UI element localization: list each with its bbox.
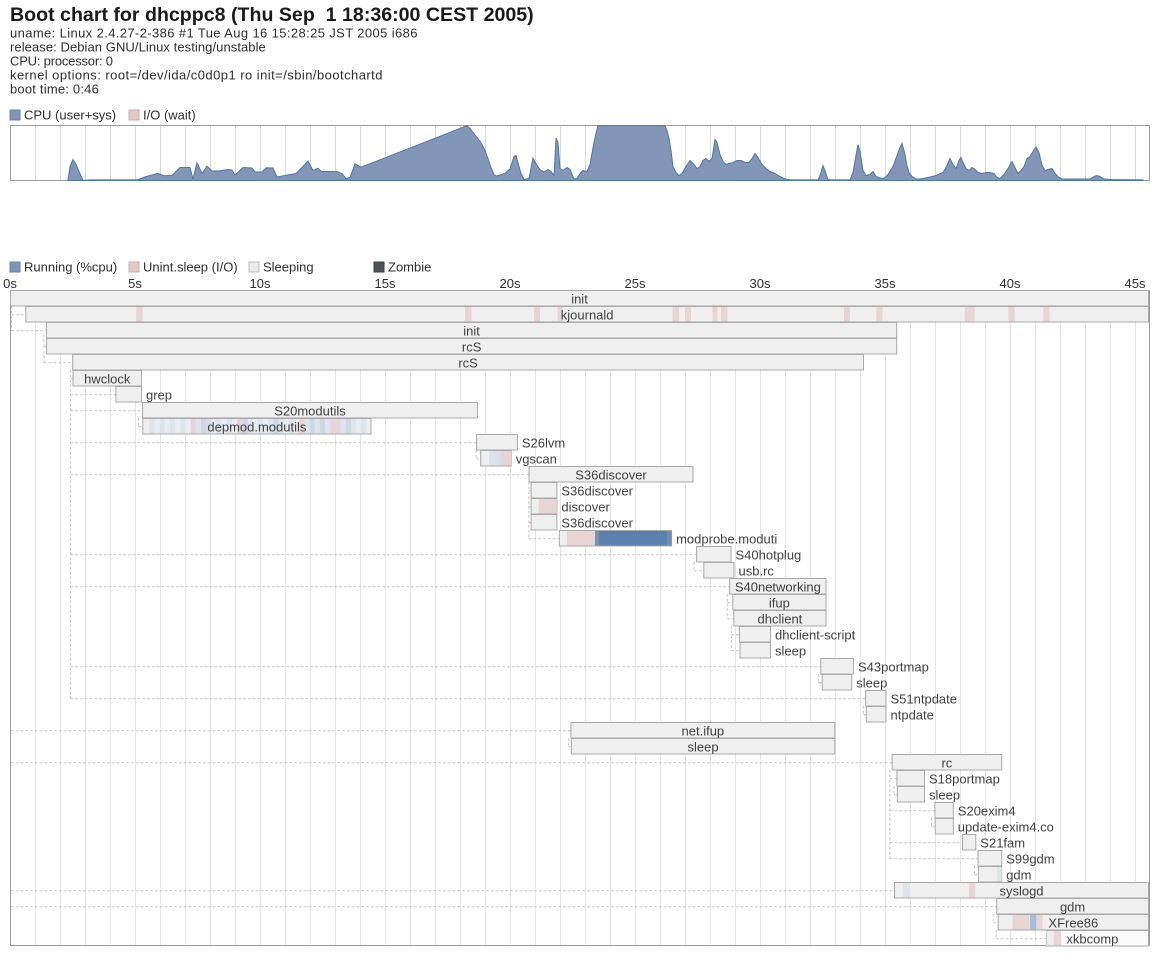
svg-text:30s: 30s	[750, 276, 771, 291]
svg-text:S36discover: S36discover	[561, 484, 633, 499]
svg-text:update-exim4.co: update-exim4.co	[958, 820, 1054, 835]
svg-text:boot time: 0:46: boot time: 0:46	[10, 82, 99, 97]
svg-text:S20modutils: S20modutils	[274, 404, 346, 419]
svg-text:gdm: gdm	[1060, 900, 1085, 915]
svg-text:S51ntpdate: S51ntpdate	[891, 692, 958, 707]
svg-text:syslogd: syslogd	[999, 884, 1043, 899]
svg-text:S40hotplug: S40hotplug	[736, 548, 802, 563]
svg-text:Running (%cpu): Running (%cpu)	[24, 260, 117, 275]
svg-text:modprobe.moduti: modprobe.moduti	[676, 532, 777, 547]
svg-text:25s: 25s	[625, 276, 646, 291]
svg-text:sleep: sleep	[775, 644, 806, 659]
svg-text:sleep: sleep	[688, 740, 719, 755]
svg-text:15s: 15s	[375, 276, 396, 291]
svg-text:rc: rc	[941, 756, 952, 771]
svg-text:depmod.modutils: depmod.modutils	[207, 420, 306, 435]
svg-text:35s: 35s	[875, 276, 896, 291]
svg-text:kernel options: root=/dev/ida/: kernel options: root=/dev/ida/c0d0p1 ro …	[10, 68, 383, 83]
svg-text:release: Debian GNU/Linux test: release: Debian GNU/Linux testing/unstab…	[10, 40, 266, 55]
svg-text:sleep: sleep	[929, 788, 960, 803]
svg-text:Zombie: Zombie	[388, 260, 431, 275]
svg-text:S99gdm: S99gdm	[1006, 852, 1054, 867]
svg-text:init: init	[571, 292, 588, 307]
svg-text:net.ifup: net.ifup	[682, 724, 725, 739]
svg-text:discover: discover	[561, 500, 610, 515]
svg-text:XFree86: XFree86	[1048, 916, 1098, 931]
svg-text:grep: grep	[146, 388, 172, 403]
svg-text:40s: 40s	[1000, 276, 1021, 291]
svg-text:CPU (user+sys): CPU (user+sys)	[24, 108, 116, 123]
svg-text:S21fam: S21fam	[980, 836, 1025, 851]
svg-text:CPU: processor: 0: CPU: processor: 0	[10, 54, 113, 69]
svg-text:dhclient-script: dhclient-script	[775, 628, 856, 643]
svg-text:S20exim4: S20exim4	[958, 804, 1016, 819]
svg-text:5s: 5s	[128, 276, 142, 291]
svg-text:S36discover: S36discover	[561, 516, 633, 531]
svg-text:init: init	[463, 324, 480, 339]
svg-text:Unint.sleep (I/O): Unint.sleep (I/O)	[143, 260, 238, 275]
svg-text:45s: 45s	[1125, 276, 1146, 291]
svg-text:rcS: rcS	[462, 340, 482, 355]
svg-text:I/O (wait): I/O (wait)	[143, 108, 196, 123]
svg-text:S18portmap: S18portmap	[929, 772, 1000, 787]
svg-text:S43portmap: S43portmap	[858, 660, 929, 675]
svg-text:gdm: gdm	[1006, 868, 1031, 883]
svg-text:S36discover: S36discover	[575, 468, 647, 483]
svg-text:20s: 20s	[500, 276, 521, 291]
svg-text:S26lvm: S26lvm	[522, 436, 565, 451]
svg-text:ifup: ifup	[769, 596, 790, 611]
svg-text:rcS: rcS	[458, 356, 478, 371]
svg-text:0s: 0s	[3, 276, 17, 291]
svg-text:hwclock: hwclock	[84, 372, 131, 387]
svg-text:vgscan: vgscan	[516, 452, 557, 467]
svg-text:sleep: sleep	[856, 676, 887, 691]
svg-text:S40networking: S40networking	[735, 580, 821, 595]
svg-text:ntpdate: ntpdate	[891, 708, 934, 723]
svg-text:dhclient: dhclient	[757, 612, 802, 627]
svg-text:kjournald: kjournald	[561, 308, 614, 323]
svg-text:Sleeping: Sleeping	[263, 260, 314, 275]
svg-text:10s: 10s	[250, 276, 271, 291]
svg-text:uname: Linux 2.4.27-2-386 #1 T: uname: Linux 2.4.27-2-386 #1 Tue Aug 16 …	[10, 26, 418, 41]
svg-text:xkbcomp: xkbcomp	[1066, 932, 1118, 947]
svg-text:Boot chart for dhcppc8 (Thu Se: Boot chart for dhcppc8 (Thu Sep 1 18:36:…	[10, 4, 534, 26]
svg-text:usb.rc: usb.rc	[739, 564, 775, 579]
